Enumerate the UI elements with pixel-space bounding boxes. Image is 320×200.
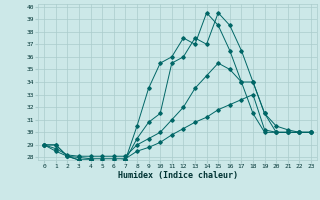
X-axis label: Humidex (Indice chaleur): Humidex (Indice chaleur) — [118, 171, 238, 180]
